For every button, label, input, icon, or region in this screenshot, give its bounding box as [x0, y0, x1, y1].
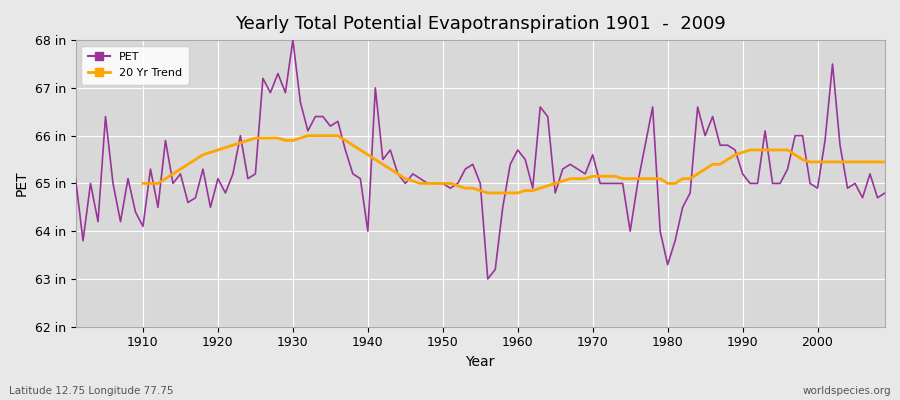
Text: worldspecies.org: worldspecies.org	[803, 386, 891, 396]
Text: Latitude 12.75 Longitude 77.75: Latitude 12.75 Longitude 77.75	[9, 386, 174, 396]
Y-axis label: PET: PET	[15, 171, 29, 196]
Title: Yearly Total Potential Evapotranspiration 1901  -  2009: Yearly Total Potential Evapotranspiratio…	[235, 15, 725, 33]
X-axis label: Year: Year	[465, 355, 495, 369]
Legend: PET, 20 Yr Trend: PET, 20 Yr Trend	[81, 46, 189, 84]
